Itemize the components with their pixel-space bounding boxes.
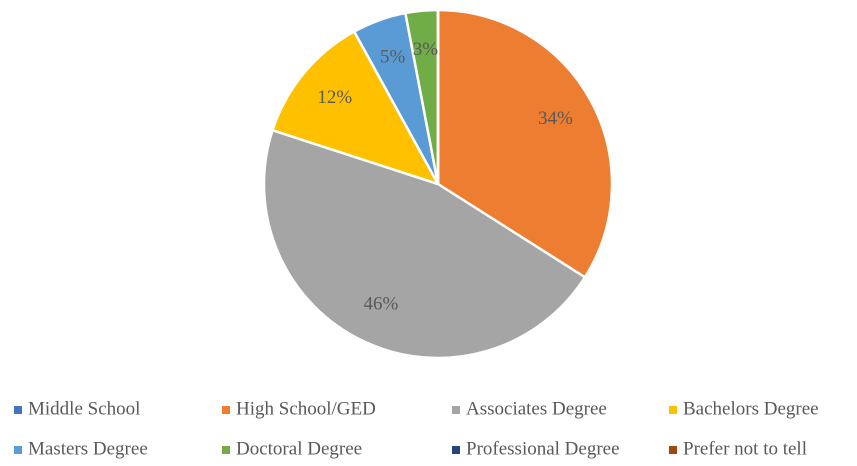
data-label: 12% (317, 87, 352, 108)
legend-label: Associates Degree (466, 398, 607, 419)
legend-marker (222, 406, 230, 414)
data-label: 34% (538, 108, 573, 129)
legend-marker (222, 446, 230, 454)
legend-label: High School/GED (236, 398, 376, 419)
data-label: 5% (380, 46, 406, 67)
legend-marker (452, 446, 460, 454)
legend-label: Professional Degree (466, 438, 620, 459)
legend-label: Doctoral Degree (236, 438, 362, 459)
pie-slice (270, 29, 441, 187)
legend-marker (669, 406, 677, 414)
legend-marker (669, 446, 677, 454)
data-label: 46% (364, 294, 399, 315)
legend-label: Bachelors Degree (683, 398, 819, 419)
legend-marker (14, 406, 22, 414)
legend-label: Prefer not to tell (683, 438, 807, 459)
pie-slice (262, 128, 587, 360)
legend-label: Masters Degree (28, 438, 148, 459)
data-label: 3% (413, 39, 439, 60)
legend-label: Middle School (28, 398, 140, 419)
legend-marker (452, 406, 460, 414)
legend-marker (14, 446, 22, 454)
